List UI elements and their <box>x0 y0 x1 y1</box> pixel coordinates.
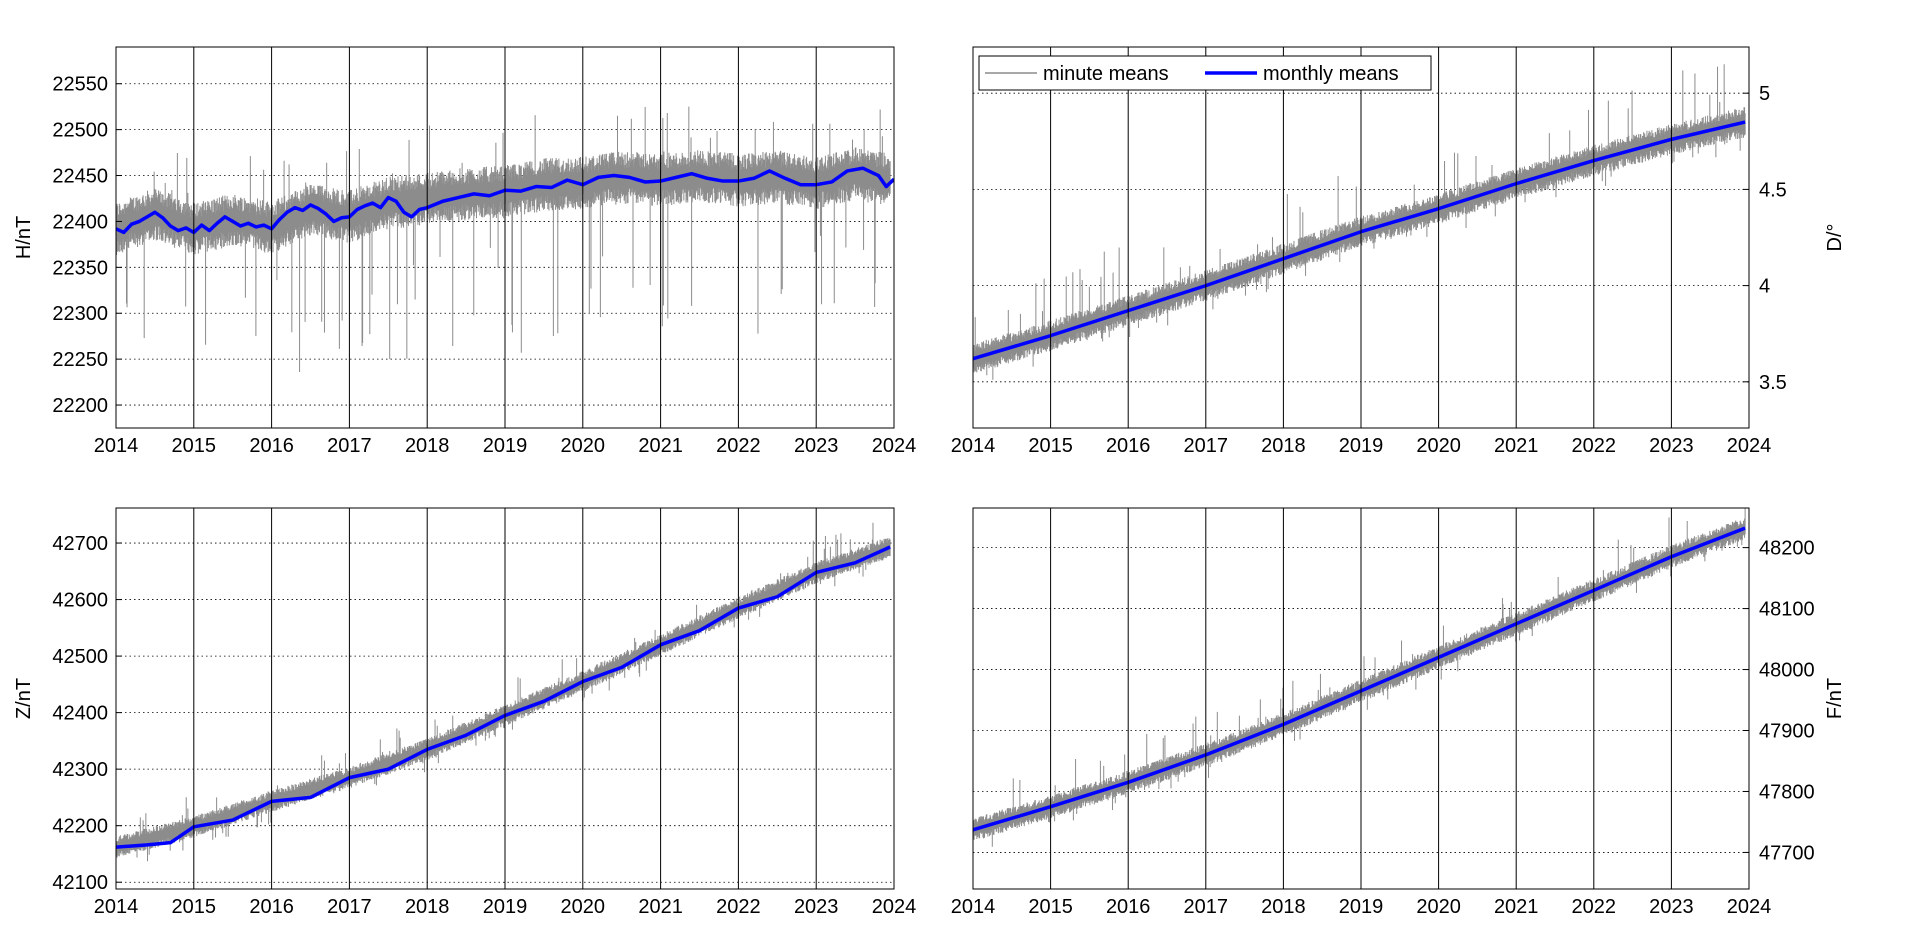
y-tick-label: 3.5 <box>1759 372 1787 394</box>
x-tick-label: 2021 <box>638 435 683 457</box>
x-tick-label: 2015 <box>172 896 217 918</box>
panel-D: 2014 2015 2016 2017 2018 2019 2020 2021 2022 2023… <box>951 46 1846 457</box>
x-tick-label: 2021 <box>638 896 683 918</box>
x-tick-label: 2024 <box>1727 435 1772 457</box>
y-tick-label: 42700 <box>52 533 108 555</box>
y-tick-label: 47900 <box>1759 721 1815 743</box>
x-tick-label: 2020 <box>1416 435 1461 457</box>
x-tick-label: 2023 <box>1649 435 1694 457</box>
y-tick-label: 22500 <box>52 120 108 142</box>
y-tick-label: 42100 <box>52 872 108 894</box>
x-tick-label: 2016 <box>249 896 294 918</box>
x-tick-label: 2024 <box>1727 896 1772 918</box>
legend-minute-label: minute means <box>1043 63 1169 85</box>
x-tick-label: 2019 <box>1339 896 1384 918</box>
x-tick-label: 2022 <box>1572 896 1617 918</box>
y-tick-label: 22550 <box>52 74 108 96</box>
panel-Z: 2014 2015 2016 2017 2018 2019 2020 2021 2022 2023… <box>13 507 917 918</box>
axes-frame <box>972 46 1750 429</box>
y-tick-label: 48000 <box>1759 660 1815 682</box>
x-tick-label: 2018 <box>1261 896 1306 918</box>
x-tick-label: 2020 <box>561 435 606 457</box>
x-tick-label: 2014 <box>951 896 996 918</box>
y-tick-label: 42600 <box>52 590 108 612</box>
y-tick-label: 47700 <box>1759 842 1815 864</box>
x-tick-label: 2017 <box>1184 435 1229 457</box>
axes-frame <box>972 507 1750 890</box>
x-tick-label: 2019 <box>483 435 528 457</box>
x-tick-label: 2019 <box>1339 435 1384 457</box>
y-tick-label: 22200 <box>52 395 108 417</box>
x-tick-label: 2024 <box>872 896 917 918</box>
y-tick-label: 48100 <box>1759 599 1815 621</box>
y-tick-label: 22350 <box>52 257 108 279</box>
x-tick-label: 2022 <box>1572 435 1617 457</box>
series-monthly-means <box>116 166 894 235</box>
y-tick-label: 42500 <box>52 646 108 668</box>
legend-monthly-label: monthly means <box>1263 63 1399 85</box>
x-tick-label: 2024 <box>872 435 917 457</box>
y-tick-label: 5 <box>1759 83 1770 105</box>
y-tick-label: 42300 <box>52 759 108 781</box>
x-tick-label: 2014 <box>94 896 139 918</box>
y-tick-label: 47800 <box>1759 781 1815 803</box>
series-monthly-means <box>116 545 891 849</box>
panel-H: 2014 2015 2016 2017 2018 2019 2020 2021 2022 2023… <box>13 46 917 457</box>
x-tick-label: 2016 <box>1106 435 1151 457</box>
x-tick-label: 2016 <box>1106 896 1151 918</box>
axes-frame <box>115 46 895 429</box>
y-axis-label: F/nT <box>1824 678 1846 719</box>
y-axis-label: Z/nT <box>13 678 35 719</box>
y-axis-label: H/nT <box>13 216 35 259</box>
y-tick-label: 42200 <box>52 816 108 838</box>
x-tick-label: 2018 <box>1261 435 1306 457</box>
x-tick-label: 2023 <box>1649 896 1694 918</box>
legend: minute means monthly means <box>978 55 1432 91</box>
x-tick-label: 2014 <box>94 435 139 457</box>
x-tick-label: 2015 <box>172 435 217 457</box>
x-tick-label: 2016 <box>249 435 294 457</box>
x-tick-label: 2022 <box>716 435 761 457</box>
x-tick-label: 2018 <box>405 435 450 457</box>
y-tick-label: 48200 <box>1759 538 1815 560</box>
y-tick-label: 22300 <box>52 303 108 325</box>
axes-frame <box>115 507 895 890</box>
x-tick-label: 2015 <box>1028 896 1073 918</box>
x-tick-label: 2020 <box>561 896 606 918</box>
x-tick-label: 2015 <box>1028 435 1073 457</box>
panel-F: 2014 2015 2016 2017 2018 2019 2020 2021 2022 2023… <box>951 507 1846 918</box>
y-tick-label: 4.5 <box>1759 179 1787 201</box>
x-tick-label: 2014 <box>951 435 996 457</box>
x-tick-label: 2018 <box>405 896 450 918</box>
x-tick-label: 2017 <box>327 896 372 918</box>
y-tick-label: 22250 <box>52 349 108 371</box>
x-tick-label: 2017 <box>1184 896 1229 918</box>
x-tick-label: 2021 <box>1494 435 1539 457</box>
x-tick-label: 2021 <box>1494 896 1539 918</box>
y-tick-label: 22400 <box>52 211 108 233</box>
x-tick-label: 2020 <box>1416 896 1461 918</box>
y-tick-label: 42400 <box>52 703 108 725</box>
x-tick-label: 2023 <box>794 896 839 918</box>
y-axis-label: D/° <box>1824 224 1846 252</box>
x-tick-label: 2022 <box>716 896 761 918</box>
x-tick-label: 2023 <box>794 435 839 457</box>
x-tick-label: 2017 <box>327 435 372 457</box>
x-tick-label: 2019 <box>483 896 528 918</box>
y-tick-label: 22450 <box>52 166 108 188</box>
y-tick-label: 4 <box>1759 276 1770 298</box>
